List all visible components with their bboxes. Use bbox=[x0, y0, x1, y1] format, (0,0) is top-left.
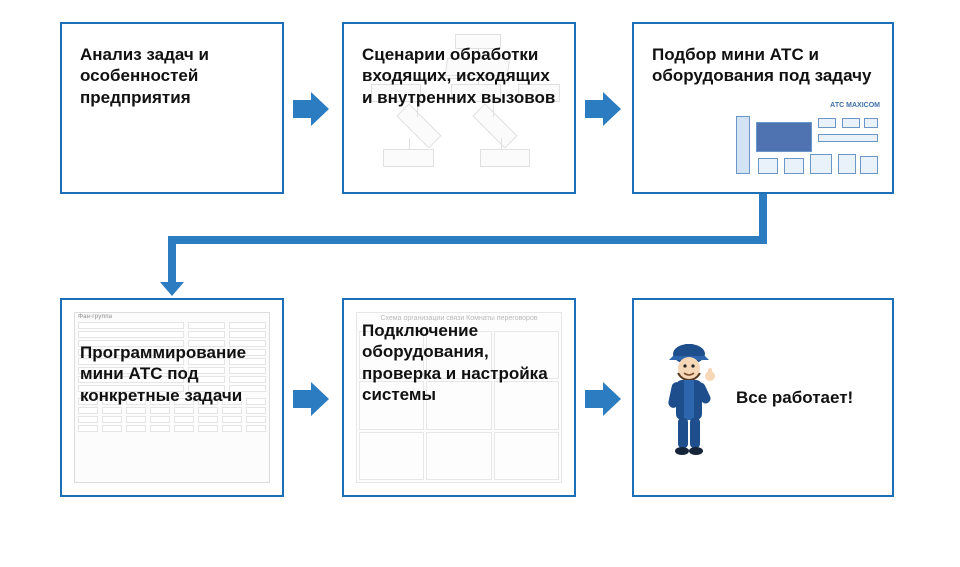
step-box-1: Анализ задач и особенностей предприятия bbox=[60, 22, 284, 194]
arrow-5-to-6 bbox=[585, 382, 621, 416]
step-3-title: Подбор мини АТС и оборудования под задач… bbox=[652, 44, 874, 87]
step-4-title: Программирование мини АТС под конкретные… bbox=[80, 342, 264, 406]
step-box-4: Фан-группа Программирование мини АТС под… bbox=[60, 298, 284, 497]
equipment-decor-icon: АТС MAXICOM bbox=[732, 102, 882, 182]
connector-3-to-4-v1 bbox=[759, 194, 767, 241]
step-1-title: Анализ задач и особенностей предприятия bbox=[80, 44, 264, 108]
arrow-1-to-2 bbox=[293, 92, 329, 126]
connector-arrowhead bbox=[160, 282, 184, 296]
connector-3-to-4-v2 bbox=[168, 236, 176, 284]
step-box-2: Сценарии обработки входящих, исходящих и… bbox=[342, 22, 576, 194]
step-box-3: Подбор мини АТС и оборудования под задач… bbox=[632, 22, 894, 194]
equipment-caption: АТС MAXICOM bbox=[830, 102, 880, 109]
step-box-6: Все работает! bbox=[632, 298, 894, 497]
step-5-title: Подключение оборудования, проверка и нас… bbox=[362, 320, 556, 405]
arrow-2-to-3 bbox=[585, 92, 621, 126]
step-6-title: Все работает! bbox=[736, 388, 853, 408]
worker-icon bbox=[654, 338, 724, 458]
connector-3-to-4-h bbox=[168, 236, 767, 244]
step-2-title: Сценарии обработки входящих, исходящих и… bbox=[362, 44, 556, 108]
arrow-4-to-5 bbox=[293, 382, 329, 416]
step-box-5: Схема организации связи Комнаты перегово… bbox=[342, 298, 576, 497]
